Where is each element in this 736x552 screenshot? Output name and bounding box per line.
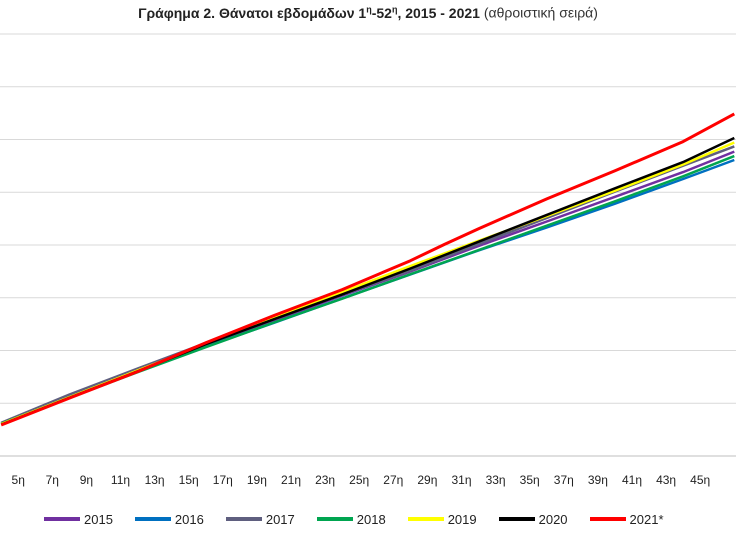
legend-label: 2016: [174, 511, 204, 527]
title-sup-2: η: [391, 4, 398, 14]
x-tick-label: 27η: [383, 473, 403, 487]
legend-swatch: [44, 517, 80, 521]
legend-swatch: [316, 517, 353, 521]
x-tick-label: 41η: [622, 473, 642, 487]
legend-swatch: [407, 517, 444, 521]
legend-item-2021: 2021*: [589, 511, 664, 527]
legend-label: 2017: [265, 511, 295, 527]
x-tick-label: 39η: [588, 473, 608, 487]
x-tick-label: 33η: [486, 473, 506, 487]
x-tick-label: 43η: [656, 473, 676, 487]
legend-item-2020: 2020: [498, 511, 568, 527]
x-tick-label: 31η: [451, 473, 471, 487]
series-line-2018: [0, 154, 735, 425]
series-lines: [0, 112, 736, 427]
chart-title: Γράφημα 2. Θάνατοι εβδομάδων 1η-52η, 201…: [0, 4, 736, 21]
legend-swatch: [589, 517, 626, 521]
x-tick-label: 13η: [145, 473, 165, 487]
title-mid: -52: [371, 4, 392, 21]
legend-label: 2019: [447, 511, 477, 527]
legend-label: 2018: [356, 511, 386, 527]
series-line-2021: [0, 112, 736, 427]
x-tick-label: 45η: [690, 473, 710, 487]
legend-label: 2020: [538, 511, 568, 527]
title-note: (αθροιστική σειρά): [483, 4, 598, 21]
series-line-2016: [0, 158, 735, 425]
x-tick-label: 37η: [554, 473, 574, 487]
x-tick-label: 9η: [80, 473, 93, 487]
legend-label: 2021*: [629, 511, 664, 527]
x-tick-label: 25η: [349, 473, 369, 487]
legend-item-2015: 2015: [44, 512, 113, 527]
title-suffix: , 2015 - 2021: [397, 4, 480, 21]
legend-swatch: [134, 517, 171, 521]
gridlines: [0, 33, 736, 457]
x-tick-label: 23η: [315, 473, 335, 487]
legend-item-2018: 2018: [316, 511, 386, 527]
legend-swatch: [225, 517, 262, 521]
legend-item-2016: 2016: [134, 511, 204, 527]
x-tick-label: 5η: [12, 473, 25, 487]
x-tick-label: 21η: [281, 473, 301, 487]
x-tick-label: 11η: [111, 473, 130, 487]
legend: 2015 2016 2017 2018 2019 2020 2021*: [44, 509, 704, 529]
x-tick-label: 17η: [213, 473, 233, 487]
legend-item-2019: 2019: [407, 511, 477, 527]
legend-swatch: [498, 517, 535, 521]
legend-label: 2015: [84, 511, 113, 527]
x-tick-label: 7η: [46, 473, 59, 487]
x-tick-label: 35η: [520, 473, 540, 487]
title-prefix: Γράφημα 2. Θάνατοι εβδομάδων 1: [138, 4, 367, 21]
x-tick-label: 29η: [417, 473, 437, 487]
legend-item-2017: 2017: [225, 511, 295, 527]
x-tick-label: 19η: [247, 473, 267, 487]
x-tick-label: 15η: [179, 473, 199, 487]
title-sup-1: η: [366, 4, 372, 14]
x-axis-ticks: 5η 7η 9η 11η 13η 15η 17η 19η 21η 23η 25η 27η 29η 31η 3…: [12, 473, 711, 487]
